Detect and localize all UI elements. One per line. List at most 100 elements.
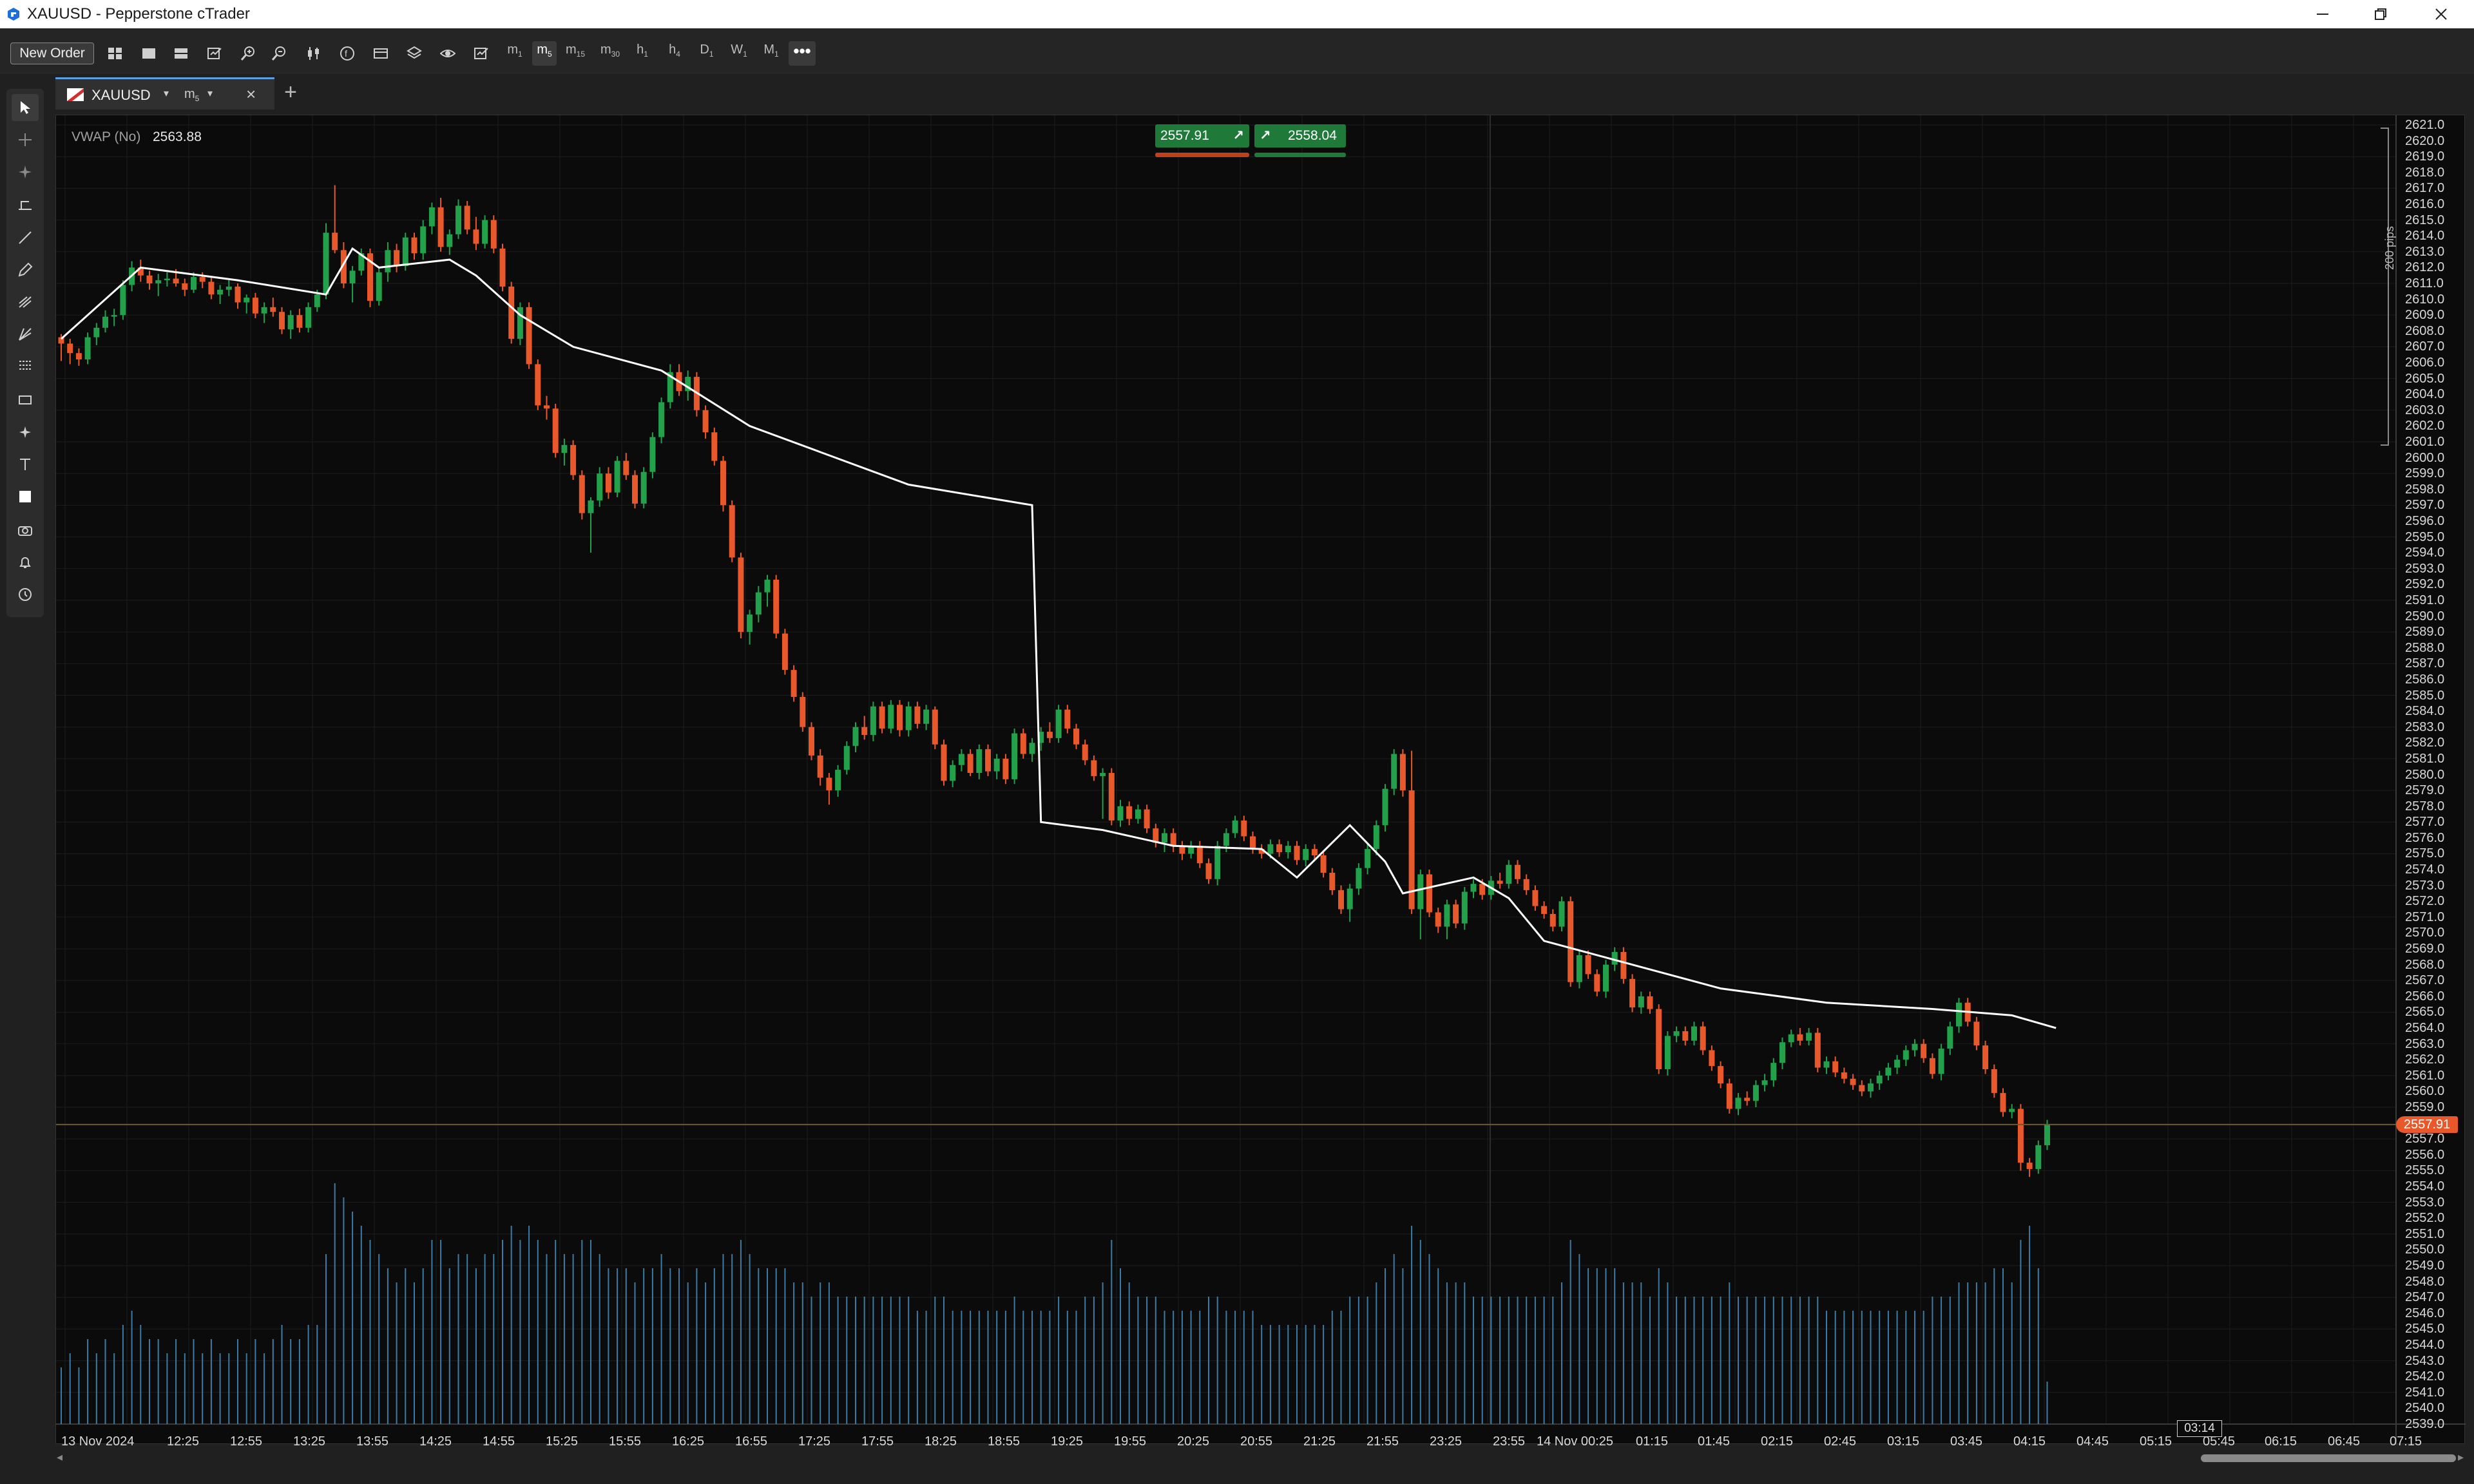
layout-grid-button[interactable] <box>103 41 128 66</box>
price-tick-label: 2540.0 <box>2405 1401 2445 1416</box>
time-tick-label: 23:55 <box>1493 1434 1526 1449</box>
zoom-in-button[interactable] <box>236 41 260 66</box>
grid-tool[interactable] <box>12 353 39 380</box>
price-tick-label: 2570.0 <box>2405 926 2445 940</box>
timeframe-m5[interactable]: m5 <box>532 41 557 66</box>
timeframe-d1[interactable]: D1 <box>700 43 714 59</box>
timeframe-h4[interactable]: h4 <box>669 43 680 59</box>
candle-body <box>1982 1045 1989 1070</box>
buy-button[interactable]: ↗ 2558.04 <box>1254 124 1346 147</box>
price-chart[interactable] <box>56 115 2466 1445</box>
price-tick-label: 2545.0 <box>2405 1322 2445 1337</box>
timeframe-w1[interactable]: W1 <box>731 43 747 59</box>
camera-tool[interactable] <box>12 517 39 544</box>
candle-body <box>261 307 267 314</box>
candle-body <box>428 207 435 227</box>
candle-body <box>1912 1043 1918 1051</box>
candle-body <box>376 272 382 301</box>
rectangle-icon <box>19 395 32 404</box>
text-tool[interactable] <box>12 451 39 478</box>
gann-icon <box>19 328 32 341</box>
candle-body <box>570 444 577 475</box>
timeframe-m15[interactable]: m15 <box>565 43 586 59</box>
history-tool[interactable] <box>12 581 39 608</box>
layers-button[interactable] <box>402 41 427 66</box>
pencil-tool[interactable] <box>12 256 39 283</box>
candle-body <box>1108 773 1115 821</box>
chart-type-button[interactable] <box>302 41 326 66</box>
chart-area[interactable]: VWAP (No) 2563.88 2557.91 ↗ ↗ 2558.04 20… <box>55 115 2466 1449</box>
crosshair-tool[interactable] <box>12 126 39 153</box>
rectangle-tool[interactable] <box>12 386 39 414</box>
split-chart-button[interactable] <box>169 41 193 66</box>
magnet-tool[interactable] <box>12 158 39 186</box>
candle-body <box>1876 1075 1883 1084</box>
candle-body <box>552 408 559 453</box>
time-tick-label: 17:25 <box>798 1434 831 1449</box>
price-tick-label: 2549.0 <box>2405 1259 2445 1273</box>
close-window-button[interactable] <box>2412 0 2470 28</box>
candle-body <box>217 289 224 295</box>
chart-settings-button[interactable] <box>202 41 227 66</box>
cursor-tool[interactable] <box>12 94 39 121</box>
candle-body <box>1611 951 1618 965</box>
gann-tool[interactable] <box>12 321 39 348</box>
fill-tool[interactable] <box>12 483 39 510</box>
price-tick-label: 2547.0 <box>2405 1290 2445 1305</box>
candle-body <box>367 253 373 301</box>
measure-tool[interactable] <box>12 191 39 218</box>
pattern-tool[interactable] <box>12 419 39 446</box>
timeframe-mn1[interactable]: M1 <box>763 43 779 59</box>
sell-button[interactable]: 2557.91 ↗ <box>1155 124 1249 147</box>
more-timeframes-button[interactable]: ••• <box>789 41 816 66</box>
alert-tool[interactable] <box>12 549 39 576</box>
chart-settings-icon <box>207 48 222 59</box>
time-tick-label: 03:15 <box>1887 1434 1920 1449</box>
scroll-right-icon[interactable]: ▸ <box>2457 1451 2464 1463</box>
add-tab-button[interactable]: + <box>284 80 297 104</box>
visibility-button[interactable] <box>436 41 460 66</box>
candle-body <box>1594 974 1600 992</box>
symbol-dropdown-icon[interactable]: ▾ <box>164 88 169 99</box>
candle-body <box>1100 773 1106 776</box>
candle-body <box>164 278 170 281</box>
templates-button[interactable] <box>369 41 393 66</box>
candle-body <box>738 557 744 633</box>
time-tick-label: 12:55 <box>230 1434 263 1449</box>
candle-body <box>84 337 91 360</box>
history-icon <box>19 588 32 601</box>
chart-tab-xauusd[interactable]: XAUUSD ▾ m5 ▾ × <box>55 77 274 109</box>
time-tick-label: 17:55 <box>861 1434 894 1449</box>
zoom-out-button[interactable] <box>267 41 291 66</box>
candle-body <box>1205 863 1212 879</box>
fibonacci-tool[interactable] <box>12 289 39 316</box>
candle-body <box>1664 1036 1671 1070</box>
timeframe-dropdown-icon[interactable]: ▾ <box>207 88 213 99</box>
candle-body <box>1515 864 1520 879</box>
candle-body <box>402 237 408 266</box>
candle-body <box>1267 844 1274 854</box>
candle-body <box>809 727 814 756</box>
close-tab-icon[interactable]: × <box>246 84 256 104</box>
maximize-button[interactable] <box>2352 0 2410 28</box>
vwap-line <box>60 247 2057 1029</box>
new-order-button[interactable]: New Order <box>10 43 94 64</box>
minimize-button[interactable] <box>2294 0 2352 28</box>
indicator-name[interactable]: VWAP (No) <box>72 129 141 144</box>
tab-timeframe[interactable]: m5 <box>184 87 200 103</box>
snapshot-button[interactable] <box>469 41 494 66</box>
timeframe-h1[interactable]: h1 <box>637 43 648 59</box>
single-chart-button[interactable] <box>137 41 161 66</box>
grid-tool-icon <box>19 361 31 370</box>
scrollbar-thumb[interactable] <box>2201 1454 2456 1462</box>
chart-scrollbar[interactable]: ◂ ▸ <box>55 1451 2465 1466</box>
scroll-left-icon[interactable]: ◂ <box>57 1451 63 1463</box>
candle-body <box>508 286 515 339</box>
timeframe-m1[interactable]: m1 <box>507 43 523 59</box>
price-tick-label: 2611.0 <box>2405 276 2444 290</box>
timeframe-m30[interactable]: m30 <box>600 43 620 59</box>
candle-body <box>2044 1125 2050 1146</box>
indicators-button[interactable]: f <box>335 41 360 66</box>
time-tick-label: 07:15 <box>2390 1434 2422 1449</box>
trend-line-tool[interactable] <box>12 224 39 251</box>
